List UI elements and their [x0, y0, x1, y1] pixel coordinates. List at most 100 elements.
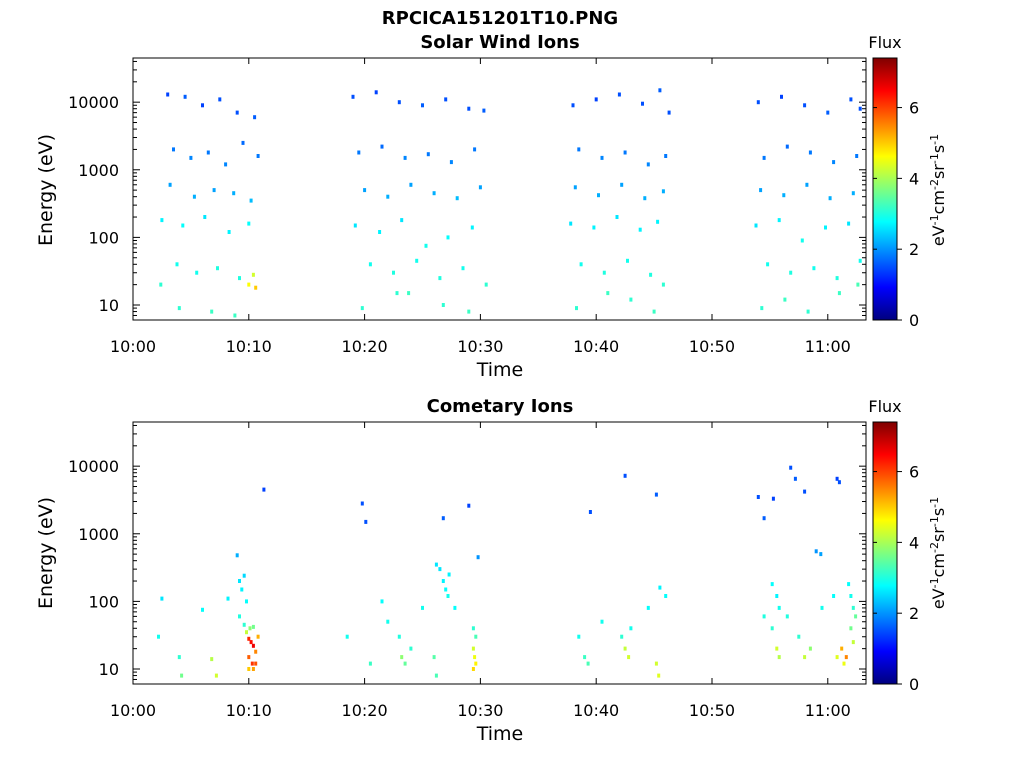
heatmap-cell [484, 282, 488, 287]
colorbar-tick-label: 4 [909, 533, 919, 552]
heatmap-cell [771, 496, 775, 501]
heatmap-cell [474, 661, 478, 666]
heatmap-cell [661, 282, 665, 287]
heatmap-cell [588, 510, 592, 514]
y-axis-label: Energy (eV) [35, 497, 57, 609]
heatmap-cell [256, 154, 260, 158]
heatmap-cell [623, 150, 627, 155]
x-tick-label: 10:50 [689, 337, 735, 356]
colorbar-tick-label: 0 [909, 311, 919, 330]
heatmap-cell [661, 189, 665, 194]
heatmap-cell [441, 579, 445, 583]
heatmap-cell [658, 88, 662, 93]
heatmap-cell [579, 262, 583, 267]
heatmap-cell [251, 624, 255, 629]
heatmap-cell [828, 196, 832, 201]
heatmap-cell [240, 587, 244, 592]
heatmap-cell [233, 313, 237, 318]
heatmap-cell [201, 103, 204, 108]
x-tick-label: 10:20 [342, 701, 388, 720]
heatmap-cell [812, 266, 816, 271]
heatmap-cell [646, 605, 650, 610]
heatmap-cell [835, 476, 839, 481]
heatmap-cell [851, 605, 855, 610]
heatmap-cell [629, 297, 633, 302]
heatmap-cell [444, 97, 448, 102]
heatmap-cell [380, 599, 384, 604]
heatmap-cell [461, 266, 465, 271]
heatmap-cell [770, 582, 774, 587]
heatmap-cell [434, 673, 438, 678]
heatmap-cell [235, 110, 239, 115]
heatmap-cell [248, 626, 252, 631]
x-axis: 10:00 10:10 10:20 10:30 10:40 10:50 11:00 [110, 422, 851, 720]
heatmap-cell [203, 215, 207, 219]
heatmap-cell [785, 614, 789, 619]
y-axis: 10000 1000 100 10 [68, 424, 866, 685]
heatmap-cell [247, 221, 251, 226]
heatmap-cell [189, 155, 193, 160]
heatmap-cell [476, 555, 480, 560]
heatmap-cell [586, 661, 590, 666]
heatmap-cell [840, 646, 844, 651]
heatmap-cell [826, 110, 830, 115]
heatmap-cell [471, 646, 475, 651]
heatmap-cell [819, 552, 823, 557]
heatmap-cell [181, 223, 185, 228]
heatmap-cell [177, 306, 181, 311]
y-tick-label: 10 [99, 660, 119, 679]
heatmap-cell [447, 572, 451, 577]
heatmap-cell [847, 221, 851, 226]
heatmap-cell [467, 106, 471, 111]
heatmap-cell [594, 97, 598, 102]
heatmap-cell [247, 655, 251, 660]
y-tick-label: 100 [88, 228, 119, 247]
heatmap-cell [380, 144, 384, 149]
heatmap-cell [224, 162, 228, 167]
heatmap-cell [245, 630, 248, 635]
heatmap-cell [160, 218, 164, 223]
y-tick-label: 10000 [68, 457, 119, 476]
heatmap-cell [569, 221, 573, 226]
heatmap-cell [617, 92, 621, 97]
heatmap-cell [201, 607, 204, 612]
heatmap-cell [214, 673, 218, 678]
heatmap-cell [195, 270, 199, 275]
heatmap-cell [592, 225, 596, 230]
heatmap-cell [858, 258, 862, 263]
heatmap-cell [808, 646, 812, 651]
heatmap-cell [597, 193, 600, 198]
heatmap-cell [600, 155, 604, 160]
colorbar-tick-label: 6 [909, 99, 919, 118]
x-tick-label: 10:30 [457, 337, 503, 356]
y-axis-label: Energy (eV) [35, 134, 57, 246]
heatmap-cell [842, 661, 846, 666]
heatmap-cell [844, 655, 848, 660]
heatmap-cell [854, 614, 858, 619]
heatmap-cell [232, 191, 236, 196]
heatmap-cell [754, 223, 758, 228]
heatmap-cell [797, 634, 801, 639]
heatmap-cell [177, 655, 181, 660]
heatmap-cells [159, 88, 862, 318]
heatmap-cell [183, 94, 187, 99]
x-tick-label: 11:00 [805, 701, 851, 720]
heatmap-cell [449, 160, 453, 165]
heatmap-cell [421, 103, 424, 108]
heatmap-cell [400, 218, 404, 223]
heatmap-cell [646, 162, 650, 167]
heatmap-cell [386, 194, 390, 199]
heatmap-cell [397, 634, 401, 639]
heatmap-cell [250, 661, 254, 666]
heatmap-cell [446, 594, 450, 598]
heatmap-cell [824, 225, 827, 230]
heatmap-cell [247, 282, 251, 287]
heatmap-cell [238, 276, 241, 281]
heatmap-cell [851, 191, 855, 196]
heatmap-cell [770, 626, 774, 631]
y-axis: 10000 1000 100 10 [68, 60, 866, 321]
heatmap-cell [409, 182, 413, 187]
heatmap-cell [762, 516, 766, 521]
heatmap-cell [432, 191, 436, 196]
